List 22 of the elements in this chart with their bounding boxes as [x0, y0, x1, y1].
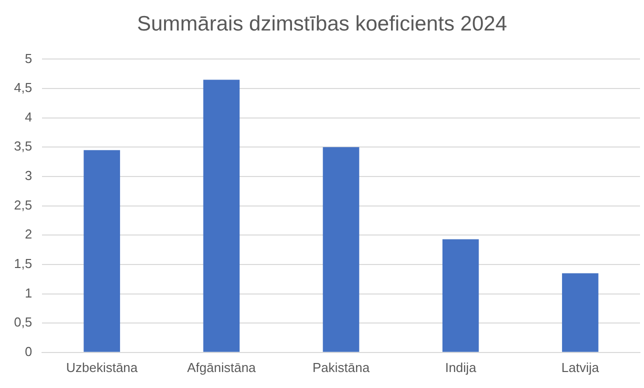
bar — [203, 80, 240, 352]
x-tick-label: Indija — [445, 360, 477, 375]
y-tick-label: 1 — [24, 285, 32, 300]
y-tick-label: 4 — [24, 109, 32, 124]
x-tick-label: Uzbekistāna — [66, 360, 138, 375]
y-tick-label: 0 — [24, 344, 32, 359]
x-tick-label: Pakistāna — [312, 360, 370, 375]
y-tick-label: 2,5 — [14, 197, 32, 212]
y-tick-label: 3 — [24, 168, 32, 184]
y-tick-label: 5 — [24, 50, 32, 66]
bar — [442, 239, 479, 352]
x-tick-label: Latvija — [561, 360, 600, 375]
x-tick-label: Afgānistāna — [187, 360, 257, 375]
y-tick-label: 3,5 — [14, 138, 32, 154]
y-tick-label: 4,5 — [14, 80, 32, 96]
y-tick-label: 0,5 — [14, 314, 32, 330]
chart-title: Summārais dzimstības koeficients 2024 — [137, 12, 508, 36]
bar — [84, 150, 120, 352]
bar — [322, 147, 360, 352]
y-tick-label: 2 — [24, 226, 32, 242]
y-tick-label: 1,5 — [14, 256, 32, 272]
bar — [562, 273, 598, 352]
